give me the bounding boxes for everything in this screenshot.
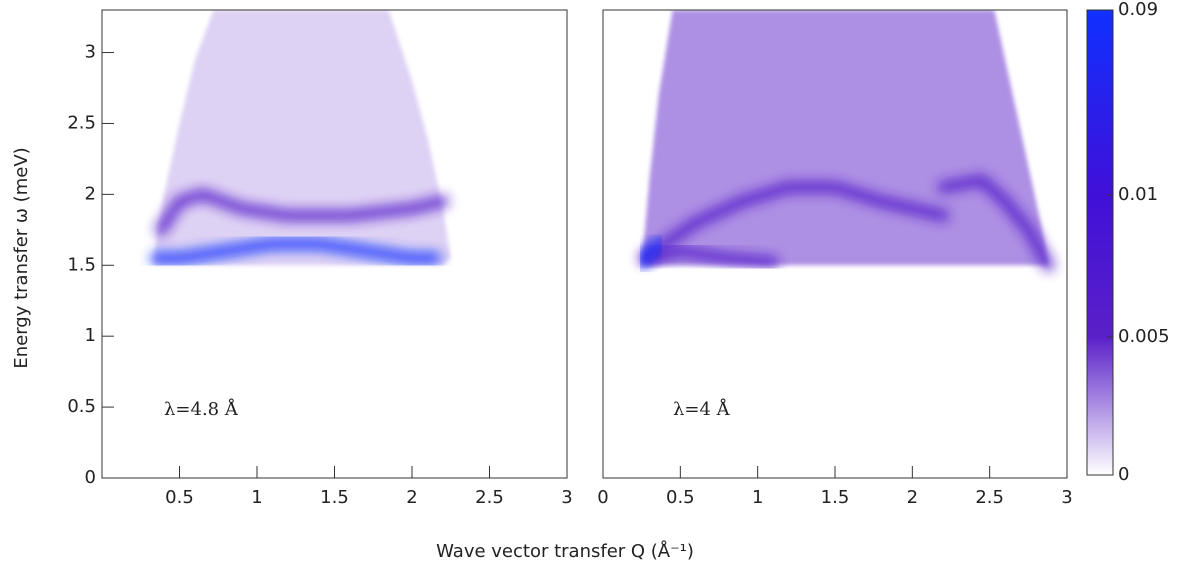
- heatmap: [637, 10, 1055, 272]
- y-tick-label: 1: [85, 325, 96, 346]
- y-tick-label: 2: [85, 183, 96, 204]
- x-tick-label: 1.5: [320, 487, 349, 508]
- y-tick-label: 0.5: [67, 396, 96, 417]
- x-tick-label: 2.5: [975, 487, 1004, 508]
- annotation: λ=4 Å: [673, 398, 731, 420]
- y-axis-label: Energy transfer ω (meV): [11, 147, 32, 368]
- x-axis-label: Wave vector transfer Q (Å⁻¹): [436, 540, 694, 562]
- y-tick-label: 1.5: [67, 254, 96, 275]
- colorbar-tick-label: 0.09: [1118, 0, 1158, 20]
- region: [153, 10, 451, 266]
- x-tick-label: 1: [251, 487, 262, 508]
- x-tick-label: 3: [561, 487, 572, 508]
- ridge: [937, 174, 1055, 272]
- x-tick-label: 3: [1061, 487, 1072, 508]
- x-tick-label: 2: [406, 487, 417, 508]
- ridge: [643, 245, 780, 269]
- annotation: λ=4.8 Å: [164, 398, 239, 420]
- ridge: [154, 188, 449, 236]
- colorbar-tick-label: 0.005: [1118, 326, 1170, 347]
- colorbar-tick-label: 0.01: [1118, 184, 1158, 205]
- region: [641, 10, 1049, 266]
- x-tick-label: 0.5: [666, 487, 695, 508]
- ridge: [150, 238, 442, 265]
- colorbar: [1086, 9, 1114, 476]
- x-tick-label: 0.5: [165, 487, 194, 508]
- x-tick-label: 1.5: [821, 487, 850, 508]
- x-tick-label: 1: [752, 487, 763, 508]
- y-tick-label: 2.5: [67, 112, 96, 133]
- colorbar-tick-label: 0: [1118, 464, 1129, 485]
- x-tick-label: 2.5: [475, 487, 504, 508]
- heatmap: [150, 10, 451, 266]
- x-tick-label: 2: [907, 487, 918, 508]
- y-tick-label: 3: [85, 42, 96, 63]
- x-tick-label: 0: [597, 487, 608, 508]
- ridge: [637, 238, 665, 269]
- ridge: [638, 181, 950, 265]
- y-tick-label: 0: [85, 467, 96, 488]
